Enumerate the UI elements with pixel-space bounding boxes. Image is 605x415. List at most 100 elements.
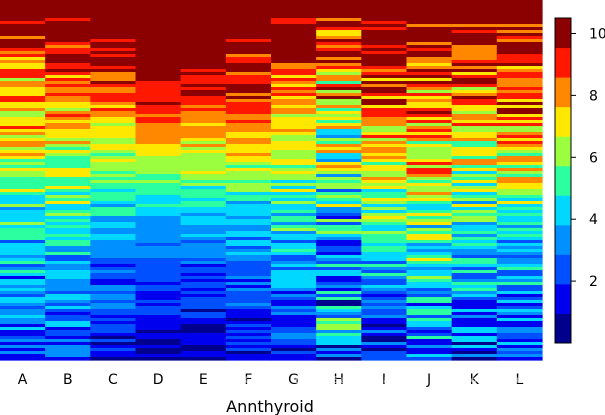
heatmap-cell [271, 300, 317, 304]
heatmap-cell [225, 117, 272, 121]
heatmap-cell [496, 309, 543, 313]
heatmap-cell [45, 21, 91, 25]
heatmap-cell [451, 99, 498, 103]
heatmap-cell [90, 93, 137, 97]
heatmap-cell [0, 21, 46, 25]
heatmap-cell [406, 69, 453, 73]
heatmap-cell [451, 231, 498, 235]
heatmap-cell [406, 294, 453, 298]
heatmap-cell [451, 9, 498, 13]
heatmap-cell [180, 183, 227, 187]
heatmap-cell [45, 9, 91, 13]
heatmap-cell [496, 144, 543, 148]
heatmap-cell [135, 144, 182, 148]
heatmap-cell [271, 3, 317, 7]
heatmap-cell [451, 162, 498, 166]
heatmap-cell [90, 9, 137, 13]
heatmap-cell [135, 78, 182, 82]
heatmap-cell [496, 126, 543, 130]
heatmap-cell [180, 141, 227, 145]
heatmap-cell [271, 105, 317, 109]
heatmap-cell [180, 153, 227, 157]
heatmap-cell [90, 258, 137, 262]
heatmap-cell [406, 123, 453, 127]
heatmap-cell [271, 108, 317, 112]
heatmap-cell [361, 288, 408, 292]
heatmap-cell [316, 246, 362, 250]
heatmap-cell [271, 279, 317, 283]
heatmap-cell [225, 54, 272, 58]
heatmap-cell [225, 120, 272, 124]
heatmap-cell [271, 273, 317, 277]
heatmap-cell [316, 177, 362, 181]
heatmap-cell [361, 318, 408, 322]
heatmap-cell [316, 102, 362, 106]
heatmap-cell [271, 297, 317, 301]
heatmap-cell [451, 342, 498, 346]
heatmap-cell [451, 15, 498, 19]
heatmap-cell [406, 180, 453, 184]
heatmap-cell [451, 111, 498, 115]
heatmap-cell [361, 183, 408, 187]
heatmap-cell [180, 267, 227, 271]
heatmap-cell [406, 117, 453, 121]
heatmap-cell [0, 99, 46, 103]
heatmap-cell [0, 195, 46, 199]
heatmap-cell [406, 285, 453, 289]
heatmap-cell [45, 207, 91, 211]
heatmap-cell [316, 312, 362, 316]
heatmap-cell [90, 69, 137, 73]
heatmap-cell [90, 144, 137, 148]
heatmap-cell [496, 54, 543, 58]
heatmap-cell [361, 285, 408, 289]
heatmap-cell [180, 252, 227, 256]
heatmap-column-d [135, 0, 182, 361]
heatmap-cell [271, 204, 317, 208]
heatmap-cell [180, 147, 227, 151]
heatmap-cell [90, 105, 137, 109]
heatmap-cell [451, 93, 498, 97]
heatmap-column-i [361, 0, 408, 361]
heatmap-cell [316, 357, 362, 361]
heatmap-cell [90, 150, 137, 154]
heatmap-cell [316, 264, 362, 268]
heatmap-cell [361, 324, 408, 328]
heatmap-cell [225, 195, 272, 199]
heatmap-cell [90, 84, 137, 88]
heatmap-cell [135, 354, 182, 358]
heatmap-cell [135, 54, 182, 58]
heatmap-cell [361, 159, 408, 163]
heatmap-cell [180, 327, 227, 331]
heatmap-cell [225, 252, 272, 256]
heatmap-cell [361, 267, 408, 271]
heatmap-cell [45, 258, 91, 262]
heatmap-cell [0, 39, 46, 43]
heatmap-cell [451, 183, 498, 187]
heatmap-cell [271, 144, 317, 148]
heatmap-cell [45, 114, 91, 118]
heatmap-cell [135, 0, 182, 4]
heatmap-cell [271, 324, 317, 328]
heatmap-cell [225, 105, 272, 109]
heatmap-cell [0, 213, 46, 217]
heatmap-cell [90, 165, 137, 169]
heatmap-cell [496, 354, 543, 358]
heatmap-cell [90, 36, 137, 40]
heatmap-cell [180, 204, 227, 208]
heatmap-cell [135, 123, 182, 127]
heatmap-cell [180, 357, 227, 361]
heatmap-cell [90, 333, 137, 337]
heatmap-cell [271, 288, 317, 292]
heatmap-cell [361, 201, 408, 205]
heatmap-cell [406, 174, 453, 178]
heatmap-cell [135, 174, 182, 178]
heatmap-cell [271, 216, 317, 220]
heatmap-cell [0, 168, 46, 172]
heatmap-cell [451, 357, 498, 361]
heatmap-cell [45, 246, 91, 250]
heatmap-cell [451, 180, 498, 184]
heatmap-cell [45, 357, 91, 361]
heatmap-cell [90, 42, 137, 46]
heatmap-cell [225, 99, 272, 103]
heatmap-cell [271, 318, 317, 322]
